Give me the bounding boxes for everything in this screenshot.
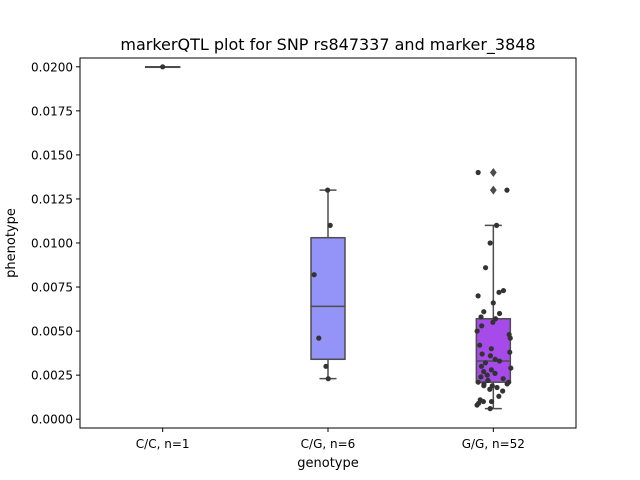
data-point bbox=[160, 64, 166, 70]
x-tick-label: C/C, n=1 bbox=[136, 437, 190, 451]
data-point bbox=[496, 289, 502, 295]
data-point bbox=[487, 386, 493, 392]
data-point bbox=[485, 377, 491, 384]
data-point bbox=[488, 398, 495, 405]
data-point bbox=[474, 328, 480, 334]
data-point bbox=[500, 287, 507, 294]
data-point bbox=[475, 379, 481, 385]
outlier-marker bbox=[489, 185, 497, 195]
x-tick-label: C/G, n=6 bbox=[301, 437, 356, 451]
plot-area bbox=[144, 64, 514, 412]
y-tick-label: 0.0100 bbox=[31, 237, 73, 251]
data-point bbox=[490, 300, 496, 306]
y-tick-label: 0.0000 bbox=[31, 413, 73, 427]
data-point bbox=[478, 374, 484, 380]
data-point bbox=[492, 356, 498, 362]
data-point bbox=[484, 372, 490, 378]
data-point bbox=[475, 293, 481, 299]
data-point bbox=[488, 346, 494, 352]
data-point bbox=[325, 187, 331, 193]
y-tick-label: 0.0025 bbox=[31, 369, 73, 383]
data-point bbox=[482, 360, 489, 366]
x-tick-label: G/G, n=52 bbox=[462, 437, 525, 451]
data-point bbox=[492, 370, 498, 376]
data-point bbox=[490, 319, 496, 325]
data-point bbox=[482, 265, 489, 271]
chart-title: markerQTL plot for SNP rs847337 and mark… bbox=[120, 35, 535, 55]
y-tick-label: 0.0050 bbox=[31, 325, 73, 339]
y-axis-label: phenotype bbox=[4, 208, 19, 278]
axes: 0.0000 0.0025 0.0050 0.0075 0.0100 0.0125 0.01… bbox=[31, 60, 525, 451]
outlier-marker bbox=[489, 168, 497, 178]
y-tick-label: 0.0200 bbox=[31, 60, 73, 74]
data-point bbox=[327, 222, 333, 228]
y-tick-label: 0.0175 bbox=[31, 104, 73, 118]
data-point bbox=[507, 349, 513, 355]
data-point bbox=[478, 363, 485, 369]
data-point bbox=[493, 222, 500, 228]
data-point bbox=[323, 363, 329, 369]
data-point bbox=[325, 376, 331, 382]
x-axis-label: genotype bbox=[297, 456, 358, 471]
data-point bbox=[481, 383, 487, 389]
data-point bbox=[311, 272, 317, 278]
data-point bbox=[481, 309, 487, 315]
data-point bbox=[504, 381, 510, 387]
data-point bbox=[508, 365, 514, 371]
data-point bbox=[477, 342, 483, 348]
data-point bbox=[478, 314, 484, 320]
data-point bbox=[487, 240, 493, 246]
data-point bbox=[496, 358, 503, 364]
data-point bbox=[496, 310, 503, 317]
data-point bbox=[496, 393, 502, 399]
data-point bbox=[479, 323, 485, 329]
data-point bbox=[488, 367, 494, 373]
y-tick-label: 0.0150 bbox=[31, 148, 73, 162]
data-point bbox=[475, 169, 481, 176]
data-point bbox=[474, 402, 480, 408]
data-point bbox=[481, 369, 487, 375]
data-point bbox=[487, 406, 493, 412]
data-point bbox=[504, 187, 510, 193]
box-iqr bbox=[310, 236, 346, 361]
data-point bbox=[479, 351, 485, 357]
y-tick-label: 0.0075 bbox=[31, 281, 73, 295]
data-point bbox=[500, 376, 506, 382]
data-point bbox=[487, 353, 494, 359]
data-point bbox=[507, 335, 513, 341]
data-point bbox=[494, 384, 500, 391]
data-point bbox=[500, 388, 506, 394]
y-tick-label: 0.0125 bbox=[31, 192, 73, 206]
data-point bbox=[480, 398, 486, 405]
data-point bbox=[316, 335, 322, 341]
